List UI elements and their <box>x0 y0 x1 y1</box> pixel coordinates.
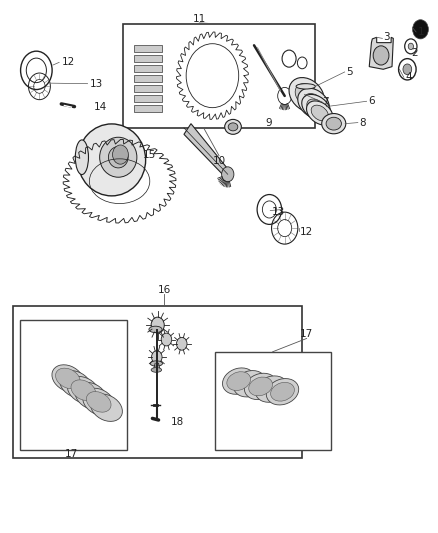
Circle shape <box>177 337 187 350</box>
Ellipse shape <box>56 368 80 389</box>
Ellipse shape <box>307 101 333 125</box>
Text: 6: 6 <box>368 96 374 106</box>
Circle shape <box>151 317 164 333</box>
Ellipse shape <box>271 382 294 401</box>
Circle shape <box>222 167 234 182</box>
Text: 5: 5 <box>346 67 353 77</box>
Bar <box>134 65 162 71</box>
Bar <box>134 85 162 92</box>
Ellipse shape <box>75 382 107 410</box>
Ellipse shape <box>298 88 329 119</box>
Text: 3: 3 <box>383 33 390 42</box>
Text: 11: 11 <box>193 14 206 23</box>
Ellipse shape <box>302 94 331 121</box>
Ellipse shape <box>150 361 162 366</box>
Ellipse shape <box>86 392 111 412</box>
Ellipse shape <box>226 420 232 424</box>
Text: 1: 1 <box>418 27 425 37</box>
Text: 12: 12 <box>300 227 313 237</box>
Ellipse shape <box>83 388 115 416</box>
Ellipse shape <box>37 410 46 419</box>
Ellipse shape <box>71 380 95 400</box>
Ellipse shape <box>52 365 84 392</box>
Text: 10: 10 <box>212 156 226 166</box>
Ellipse shape <box>78 124 145 196</box>
Circle shape <box>113 145 128 164</box>
Text: 18: 18 <box>171 417 184 427</box>
Circle shape <box>408 43 413 50</box>
Circle shape <box>373 46 389 65</box>
Ellipse shape <box>60 370 92 398</box>
Polygon shape <box>369 37 393 69</box>
Circle shape <box>152 351 162 364</box>
Ellipse shape <box>233 370 266 397</box>
Bar <box>215 352 331 450</box>
Text: 8: 8 <box>359 118 366 127</box>
Bar <box>20 320 127 450</box>
Ellipse shape <box>225 119 241 134</box>
Ellipse shape <box>266 378 299 405</box>
Text: 15: 15 <box>142 150 155 159</box>
Bar <box>134 95 162 101</box>
Text: 4: 4 <box>405 72 412 82</box>
Text: 2: 2 <box>412 49 418 58</box>
Text: 12: 12 <box>61 58 74 67</box>
Bar <box>134 105 162 111</box>
Ellipse shape <box>289 78 324 112</box>
Circle shape <box>403 64 412 75</box>
Ellipse shape <box>321 114 346 134</box>
Ellipse shape <box>223 368 255 394</box>
Bar <box>13 306 302 458</box>
Bar <box>123 24 315 128</box>
Text: 13: 13 <box>90 79 103 88</box>
Text: 17: 17 <box>65 449 78 459</box>
Circle shape <box>413 20 428 39</box>
Ellipse shape <box>255 376 288 402</box>
Text: 16: 16 <box>158 286 171 295</box>
Bar <box>134 75 162 82</box>
Ellipse shape <box>304 93 324 114</box>
Bar <box>134 55 162 61</box>
Ellipse shape <box>109 147 128 168</box>
Ellipse shape <box>228 123 238 131</box>
Ellipse shape <box>295 84 318 106</box>
Ellipse shape <box>326 117 342 130</box>
Text: 9: 9 <box>265 118 272 127</box>
Ellipse shape <box>100 137 137 177</box>
Circle shape <box>161 333 172 346</box>
Ellipse shape <box>47 419 54 425</box>
Text: 17: 17 <box>300 329 313 339</box>
Text: 7: 7 <box>322 98 328 107</box>
Ellipse shape <box>151 368 162 373</box>
Text: 13: 13 <box>272 207 285 216</box>
Ellipse shape <box>67 376 99 404</box>
Ellipse shape <box>311 105 328 121</box>
Ellipse shape <box>296 84 315 89</box>
Ellipse shape <box>75 140 88 175</box>
Polygon shape <box>184 124 232 174</box>
Text: 14: 14 <box>94 102 107 111</box>
Bar <box>134 45 162 52</box>
Ellipse shape <box>91 394 122 422</box>
Ellipse shape <box>307 99 325 116</box>
Ellipse shape <box>217 413 225 419</box>
Ellipse shape <box>227 372 251 391</box>
Ellipse shape <box>249 377 272 396</box>
Ellipse shape <box>149 326 162 333</box>
Ellipse shape <box>244 373 277 400</box>
